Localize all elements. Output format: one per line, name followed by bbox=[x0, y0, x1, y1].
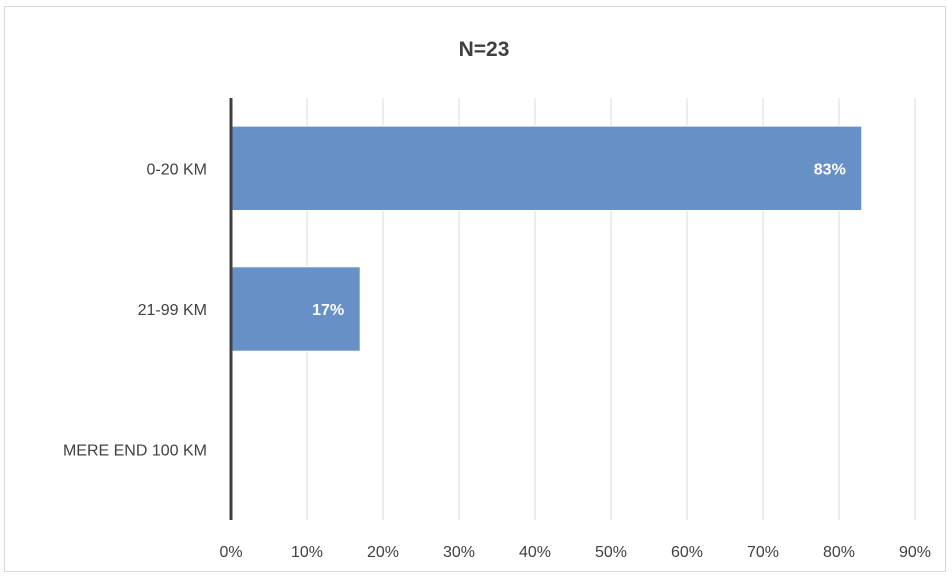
data-label: 17% bbox=[312, 302, 344, 319]
x-tick-label: 10% bbox=[291, 544, 323, 561]
x-tick-label: 40% bbox=[519, 544, 551, 561]
data-label: 0% bbox=[245, 443, 268, 460]
chart-title: N=23 bbox=[459, 38, 510, 61]
x-tick-label: 20% bbox=[367, 544, 399, 561]
labels: 0% 10% 20% 30% 40% 50% 60% 70% 80% 90% 0-20 KM 83% 2… bbox=[63, 161, 931, 561]
x-tick-label: 80% bbox=[823, 544, 855, 561]
x-tick-label: 70% bbox=[747, 544, 779, 561]
category-label: 21-99 KM bbox=[138, 302, 207, 319]
x-tick-label: 60% bbox=[671, 544, 703, 561]
chart-frame bbox=[4, 6, 946, 572]
bar bbox=[230, 266, 361, 352]
bar bbox=[230, 125, 863, 212]
x-tick-label: 0% bbox=[219, 544, 242, 561]
category-label: MERE END 100 KM bbox=[63, 443, 207, 460]
data-label: 83% bbox=[814, 161, 846, 178]
x-tick-label: 50% bbox=[595, 544, 627, 561]
bars bbox=[230, 125, 863, 352]
category-label: 0-20 KM bbox=[147, 161, 207, 178]
x-tick-label: 90% bbox=[899, 544, 931, 561]
x-tick-label: 30% bbox=[443, 544, 475, 561]
